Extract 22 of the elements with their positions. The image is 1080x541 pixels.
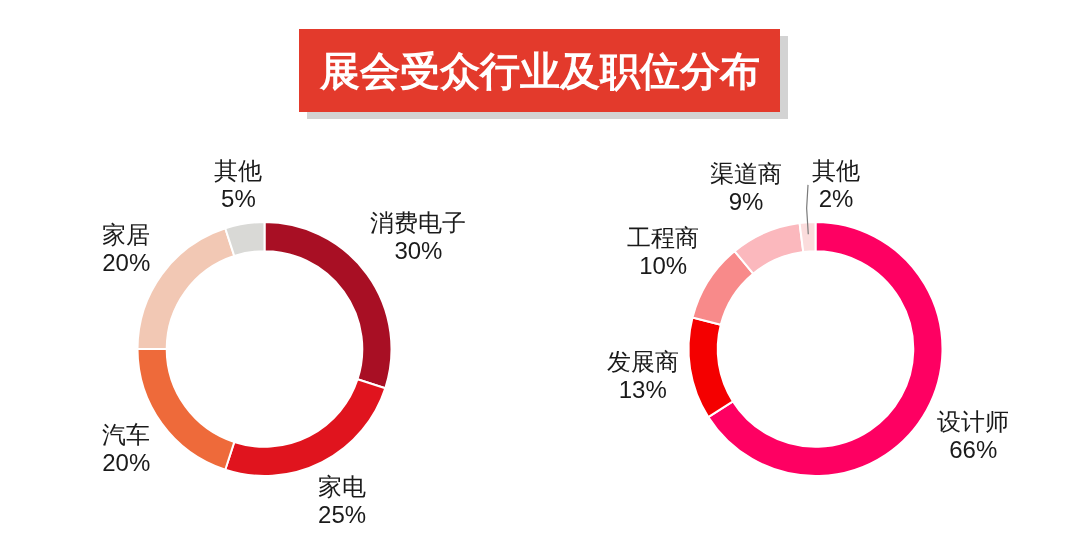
data-label: 30%	[394, 237, 443, 265]
slice-label: 家电	[318, 473, 367, 501]
slice-label: 渠道商	[710, 160, 782, 188]
data-label: 20%	[102, 248, 151, 276]
data-label: 10%	[639, 252, 688, 280]
slice-label: 发展商	[606, 348, 679, 376]
slice-label: 设计师	[937, 407, 1010, 435]
data-label: 9%	[728, 188, 764, 216]
data-label: 25%	[318, 501, 367, 529]
chart-title: 展会受众行业及职位分布	[319, 48, 760, 93]
slice-label: 工程商	[627, 224, 700, 252]
data-label: 13%	[618, 376, 667, 404]
slice-label: 其他	[214, 156, 263, 184]
data-label: 2%	[818, 184, 854, 212]
slice-label: 家居	[102, 220, 151, 248]
data-label: 20%	[102, 449, 151, 477]
slice-label: 其他	[812, 156, 860, 184]
slice-label: 消费电子	[370, 209, 467, 237]
data-label: 66%	[949, 435, 998, 463]
data-label: 5%	[221, 184, 256, 212]
title: 展会受众行业及职位分布	[299, 29, 788, 119]
slice-label: 汽车	[102, 421, 151, 449]
